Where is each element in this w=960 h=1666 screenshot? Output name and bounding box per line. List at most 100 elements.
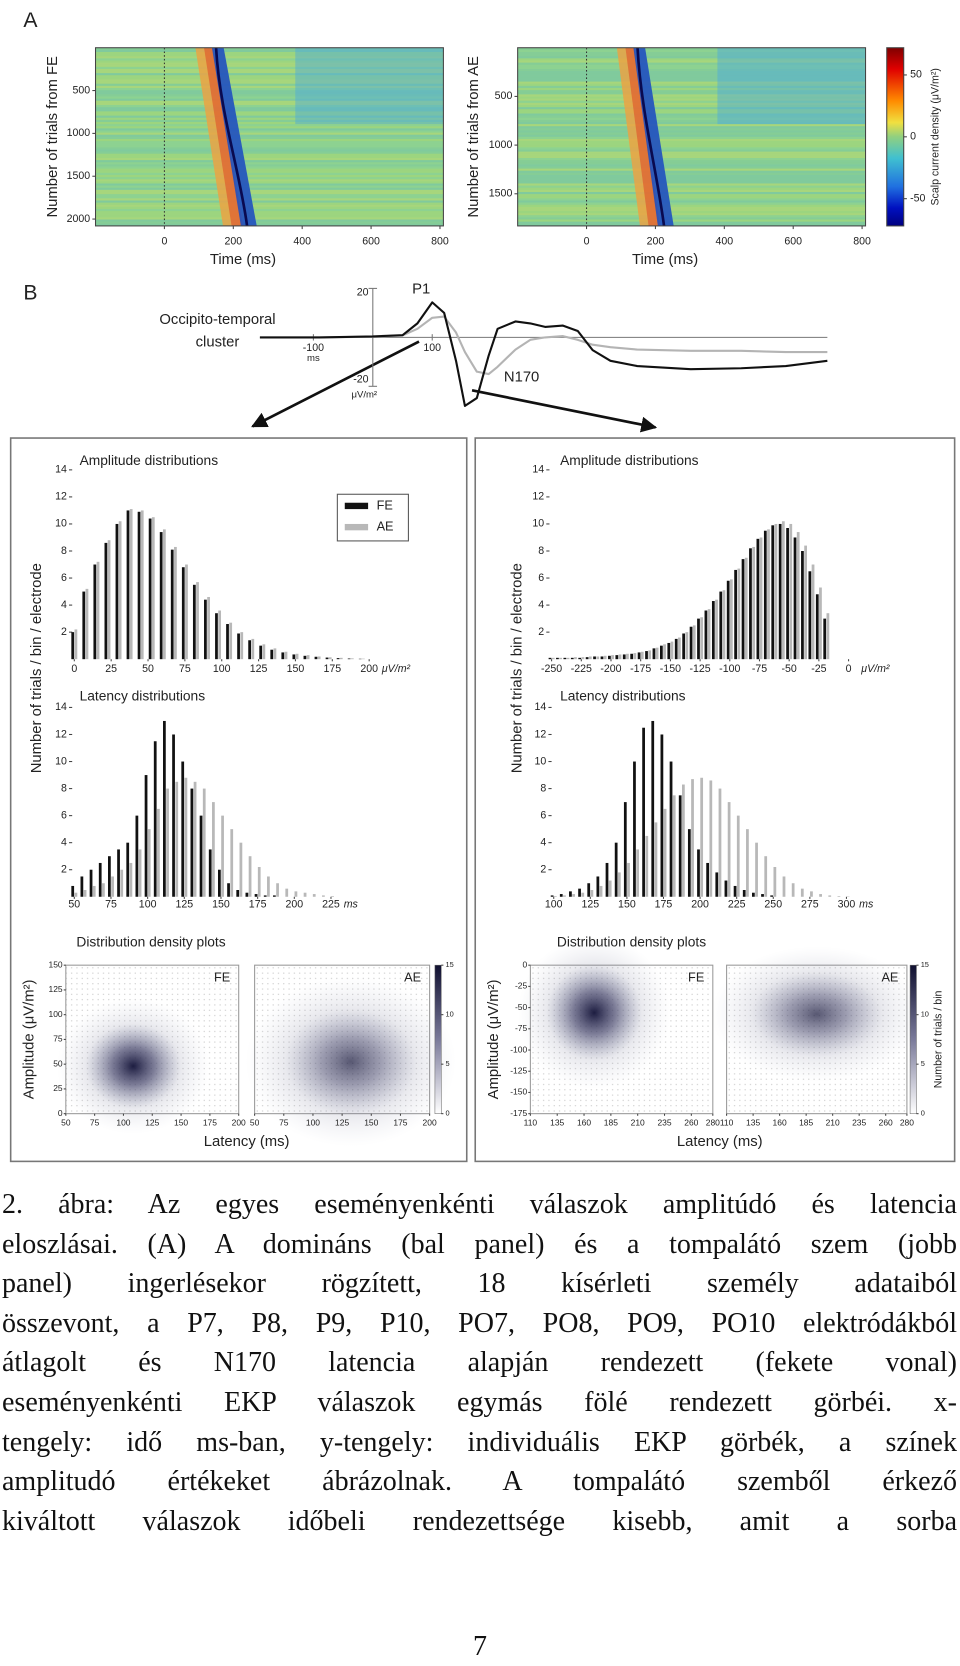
bar <box>331 896 334 897</box>
y-tick-label: 1000 <box>67 127 91 139</box>
bar <box>548 657 552 660</box>
x-unit: ms <box>307 353 320 364</box>
bar <box>157 808 160 897</box>
colorbar-tick-label: 50 <box>910 69 922 81</box>
bar <box>737 568 741 660</box>
arrow <box>251 340 420 428</box>
bar <box>126 510 130 660</box>
bar <box>303 655 307 660</box>
bar <box>71 885 75 897</box>
bar <box>259 645 263 660</box>
bar <box>763 530 767 660</box>
heatmap-band <box>211 47 257 226</box>
x-tick-label: 75 <box>105 899 117 911</box>
bar <box>553 896 557 897</box>
y-tick-label: 150 <box>49 959 63 969</box>
x-tick-label: 175 <box>655 899 673 911</box>
bar <box>734 569 737 660</box>
bar <box>804 545 807 660</box>
x-tick-label: 25 <box>105 663 117 675</box>
bar <box>92 885 96 897</box>
heatmap-bg <box>95 47 444 226</box>
y-tick-label: 6 <box>61 809 67 821</box>
bar <box>581 892 585 897</box>
bar <box>605 862 609 897</box>
bar <box>815 594 819 660</box>
bar <box>362 658 365 660</box>
x-tick-label: 50 <box>61 1117 71 1127</box>
x-tick-label: 225 <box>728 899 746 911</box>
bar <box>184 777 188 897</box>
legend-label: AE <box>377 518 394 533</box>
x-tick-label: 0 <box>584 236 590 248</box>
panel-frame <box>9 437 468 1163</box>
colorbar-tick-label: 5 <box>446 1059 450 1068</box>
y-axis-label: Amplitude (μV/m²) <box>22 979 38 1099</box>
bar <box>823 618 827 660</box>
x-tick-label: 75 <box>279 1117 289 1127</box>
plot-label: FE <box>688 969 704 984</box>
caption-line: tengely: idő ms-ban, y-tengely: individu… <box>2 1426 957 1458</box>
colorbar-tick-label: 15 <box>446 960 454 969</box>
x-tick-label: 200 <box>360 663 378 675</box>
x-tick-label: 50 <box>250 1117 260 1127</box>
bar <box>655 647 659 660</box>
cluster-label: Occipito-temporal <box>159 312 275 328</box>
heatmap-late <box>717 47 866 125</box>
heatmap-curve <box>636 47 666 227</box>
caption-line: eloszlásai. (A) A domináns (bal panel) é… <box>2 1228 957 1260</box>
bar <box>144 775 148 897</box>
y-tick-label: 10 <box>532 518 544 530</box>
colorbar <box>886 47 905 227</box>
bar <box>727 802 731 897</box>
bar <box>711 601 715 660</box>
bar <box>590 890 594 897</box>
y-tick-label: 1500 <box>67 170 91 182</box>
x-tick-label: 200 <box>232 1117 246 1127</box>
caption: 2. ábra: Az egyes eseményenkénti válaszo… <box>2 1185 957 1541</box>
bar <box>174 546 177 660</box>
bar <box>633 653 637 660</box>
x-tick-label: 200 <box>691 899 709 911</box>
bar <box>273 895 276 897</box>
bar <box>550 895 554 897</box>
bar <box>633 761 636 897</box>
bar <box>126 842 130 897</box>
bar <box>663 644 666 660</box>
bar <box>563 895 566 897</box>
colorbar-tick-label: 15 <box>921 960 929 969</box>
y-tick-label: 2000 <box>67 213 91 225</box>
x-tick-label: 150 <box>364 1117 378 1127</box>
bar <box>83 890 87 897</box>
bar <box>163 720 166 897</box>
bar <box>645 835 649 897</box>
x-tick-label: 100 <box>116 1117 130 1127</box>
bar <box>715 599 718 660</box>
bar <box>741 559 745 660</box>
y-tick-label: 14 <box>532 464 544 476</box>
x-tick-label: 160 <box>773 1117 787 1127</box>
x-unit: μV/m² <box>381 663 411 675</box>
heatmap-band <box>204 47 243 226</box>
bar <box>826 613 830 660</box>
bar <box>810 891 813 897</box>
bar <box>623 802 627 897</box>
bar <box>202 788 206 897</box>
bar <box>778 523 782 660</box>
bar <box>636 849 640 897</box>
bar <box>722 590 726 660</box>
panel-frame <box>474 437 956 1163</box>
x-tick-label: 160 <box>577 1117 591 1127</box>
bar <box>192 584 196 660</box>
caption-line: kiváltott válaszok időbeli rendezettsége… <box>2 1505 957 1537</box>
bar <box>771 525 775 660</box>
bar <box>789 523 793 660</box>
bar <box>215 613 218 660</box>
y-tick-label: 25 <box>53 1083 63 1093</box>
bar <box>608 880 612 897</box>
legend-swatch <box>344 523 369 531</box>
bar <box>237 633 240 660</box>
bar <box>140 510 144 660</box>
peak-label: P1 <box>412 281 430 297</box>
